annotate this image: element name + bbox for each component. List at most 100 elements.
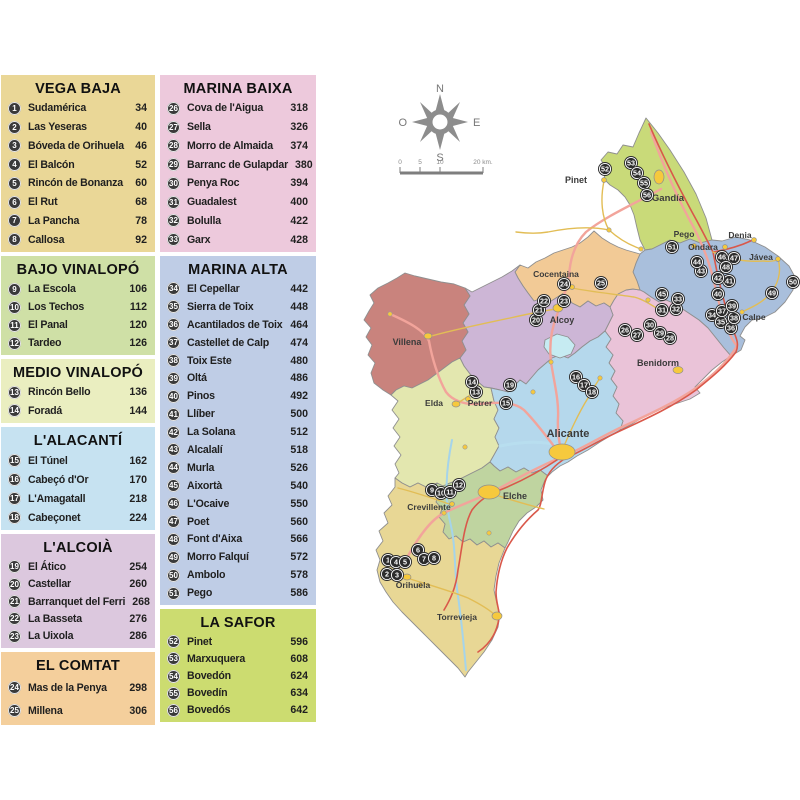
town-label: Orihuela [396, 580, 431, 590]
item-page: 480 [290, 354, 308, 367]
list-item: 9 La Escola 106 [1, 280, 155, 298]
marker-number: 9 [430, 486, 434, 495]
marker-ring [637, 176, 651, 190]
item-name: La Basseta [28, 612, 82, 625]
item-name: Bovedín [187, 687, 228, 700]
marker-circle [390, 568, 404, 582]
marker-circle [725, 299, 739, 313]
map-marker-48: 48 [719, 260, 733, 274]
marker-circle [719, 260, 733, 274]
marker-number: 56 [643, 191, 651, 200]
town-ondara: Ondara [688, 242, 728, 252]
marker-circle [630, 328, 644, 342]
marker-circle [727, 251, 741, 265]
list-item: 50 Ambolo 578 [160, 566, 316, 584]
river-vinalopo-segura [445, 439, 467, 671]
marker-ring [452, 478, 466, 492]
marker-ring [630, 328, 644, 342]
marker-number: 51 [668, 243, 676, 252]
map-marker-45: 45 [655, 287, 669, 301]
item-page: 518 [290, 443, 308, 456]
list-item: 45 Aixortà 540 [160, 477, 316, 495]
marker-number: 10 [437, 489, 445, 498]
item-number-badge: 14 [8, 404, 21, 418]
item-name: El Rut [28, 196, 58, 209]
item-name: Pego [187, 587, 213, 600]
panel-title: MEDIO VINALOPÓ [12, 365, 144, 381]
item-page: 608 [290, 652, 308, 665]
marker-circle [427, 551, 441, 565]
marker-number: 40 [714, 290, 722, 299]
marker-number: 32 [672, 305, 680, 314]
item-number-badge: 32 [167, 214, 180, 228]
map-marker-15: 15 [499, 396, 513, 410]
item-name: Bovedón [187, 670, 231, 682]
marker-circle [503, 378, 517, 392]
marker-number: 37 [718, 307, 726, 316]
list-item: 29 Barranc de Gulapdar 380 [160, 155, 316, 174]
marker-number: 23 [560, 297, 568, 306]
list-item: 38 Toix Este 480 [160, 352, 316, 370]
compass-east-label: E [473, 117, 480, 129]
item-page: 380 [295, 158, 313, 171]
panel-marina-baixa: MARINA BAIXA 26 Cova de l'Aigua 318 27 Sella 3… [160, 75, 316, 252]
marker-number: 35 [717, 318, 725, 327]
item-page: 120 [129, 319, 147, 331]
list-item: 14 Foradá 144 [1, 402, 155, 421]
marker-ring [725, 299, 739, 313]
item-page: 268 [132, 595, 150, 608]
item-number-badge: 17 [8, 492, 21, 505]
panel-alcoia: L'ALCOIÀ 19 El Ático 254 20 Castellar 260 21 Bar… [1, 534, 155, 648]
marker-number: 13 [472, 388, 480, 397]
town-label: Villena [393, 337, 423, 347]
list-item: 7 La Pancha 78 [1, 212, 155, 231]
town-villena: Villena [393, 332, 433, 347]
town-dot [722, 244, 728, 250]
map-marker-30: 30 [643, 318, 657, 332]
item-number-badge: 54 [167, 669, 180, 683]
map-marker-25: 25 [594, 276, 608, 290]
item-page: 492 [290, 390, 308, 403]
marker-number: 53 [627, 159, 635, 168]
marker-number: 5 [403, 558, 407, 567]
item-page: 298 [129, 681, 147, 694]
item-number-badge: 50 [167, 568, 180, 582]
list-item: 22 La Basseta 276 [1, 610, 155, 627]
marker-ring [594, 276, 608, 290]
marker-ring [569, 370, 583, 384]
item-number-badge: 39 [167, 371, 180, 385]
marker-circle [786, 275, 800, 289]
marker-ring [786, 275, 800, 289]
marker-number: 24 [560, 280, 568, 289]
list-item: 31 Guadalest 400 [160, 193, 316, 212]
map-marker-27: 27 [630, 328, 644, 342]
marker-ring [690, 255, 704, 269]
map-marker-55: 55 [637, 176, 651, 190]
marker-circle [711, 287, 725, 301]
list-item: 30 Penya Roc 394 [160, 174, 316, 193]
list-item: 17 L'Amagatall 218 [1, 489, 155, 508]
item-name: El Panal [28, 319, 68, 331]
scale-bar: 0 5 10 20 km. [398, 159, 493, 175]
item-name: Cabeçonet [28, 511, 81, 524]
list-item: 42 La Solana 512 [160, 423, 316, 441]
item-number-badge: 26 [167, 101, 180, 115]
list-item: 56 Bovedós 642 [160, 702, 316, 719]
marker-circle [637, 176, 651, 190]
item-number-badge: 30 [167, 176, 180, 190]
item-number-badge: 13 [8, 385, 21, 399]
marker-number: 26 [621, 326, 629, 335]
town-dot [691, 243, 697, 249]
list-item: 48 Font d'Aixa 566 [160, 530, 316, 548]
marker-circle [665, 240, 679, 254]
town-dot [449, 501, 455, 507]
town-dot [451, 400, 461, 408]
map-marker-33: 33 [671, 292, 685, 306]
item-page: 52 [135, 158, 147, 171]
marker-number: 25 [597, 279, 605, 288]
item-number-badge: 18 [8, 511, 21, 524]
town-dot [775, 256, 781, 262]
item-page: 550 [290, 497, 308, 510]
item-name: Cova de l'Aigua [187, 102, 264, 115]
